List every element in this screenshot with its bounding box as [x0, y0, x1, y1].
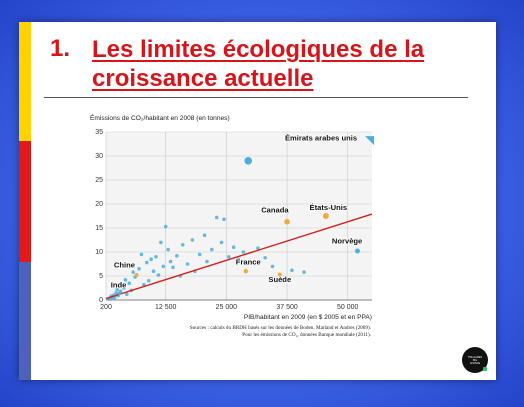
data-point — [139, 252, 144, 257]
data-point — [214, 215, 219, 220]
data-point-highlight — [284, 218, 290, 225]
country-label: France — [236, 257, 261, 266]
scatter-chart-svg: 0 5 10 15 20 25 30 35 200 12 500 25 000 37 500 50 00… — [88, 108, 398, 342]
country-label: Suède — [268, 275, 291, 284]
data-point-highlight — [354, 248, 360, 254]
data-point — [171, 265, 175, 270]
data-point — [205, 259, 209, 264]
data-point — [270, 264, 275, 269]
accent-bar-red — [19, 141, 31, 262]
x-axis-label: PIB/habitant en 2009 (en $ 2005 et en PP… — [244, 314, 372, 321]
data-point — [146, 279, 151, 283]
data-point — [122, 286, 126, 290]
data-point-highlight — [365, 136, 375, 146]
data-point — [120, 283, 124, 288]
data-point — [231, 245, 236, 249]
country-label: Émirats arabes unis — [285, 134, 357, 143]
data-point — [185, 262, 190, 266]
country-label: Chine — [114, 260, 135, 269]
data-point — [251, 260, 255, 265]
data-point — [175, 254, 179, 258]
data-point — [190, 238, 195, 242]
data-point — [236, 257, 241, 261]
data-point — [302, 270, 306, 274]
country-label: États-Unis — [310, 203, 348, 212]
data-point — [159, 240, 163, 245]
x-tick-label: 25 000 — [216, 304, 238, 311]
data-point — [161, 264, 166, 269]
data-point — [137, 267, 141, 271]
data-point — [290, 268, 294, 273]
source-note: Sources : calculs du BRDH basés sur les … — [131, 325, 371, 339]
data-point — [263, 255, 268, 260]
accent-bar-yellow — [19, 22, 31, 141]
data-point — [219, 240, 224, 245]
data-point — [256, 246, 260, 250]
data-point — [163, 224, 168, 229]
y-tick-label: 25 — [95, 177, 103, 184]
y-axis-label: Émissions de CO₂/habitant en 2008 (en to… — [90, 113, 230, 122]
data-point — [166, 247, 170, 252]
country-label: Canada — [261, 206, 289, 215]
source-line-2: Pour les émissions de CO₂, données Banqu… — [242, 332, 371, 338]
data-point — [123, 278, 128, 282]
data-point-highlight — [117, 291, 122, 296]
logo-text-3: CHANCE — [469, 361, 481, 365]
slide-number: 1. — [50, 35, 71, 62]
data-point — [241, 250, 246, 254]
data-point — [202, 233, 207, 237]
data-point — [210, 247, 214, 252]
plot-area — [106, 132, 372, 300]
y-tick-label: 30 — [95, 153, 103, 160]
title-divider — [44, 97, 468, 98]
slide-title: Les limites écologiques de la croissance… — [92, 36, 425, 92]
x-tick-label: 37 500 — [276, 304, 298, 311]
data-point — [114, 291, 118, 295]
y-tick-label: 20 — [95, 201, 103, 208]
data-point-highlight — [243, 269, 248, 274]
slide: 1. Les limites écologiques de la croissa… — [19, 22, 496, 380]
data-point — [197, 252, 202, 257]
data-point — [168, 259, 173, 264]
y-tick-label: 10 — [95, 249, 103, 256]
data-point — [227, 255, 231, 259]
source-line-1: Sources : calculs du BRDH basés sur les … — [189, 325, 371, 331]
data-point — [154, 255, 158, 259]
x-tick-label: 200 — [100, 304, 112, 311]
y-tick-label: 0 — [99, 297, 103, 304]
data-point — [115, 287, 119, 292]
co2-gdp-chart: 0 5 10 15 20 25 30 35 200 12 500 25 000 37 500 50 00… — [88, 108, 398, 342]
logo: THE GAMES BIG CHANCE — [462, 347, 488, 373]
data-point-highlight — [244, 157, 253, 165]
x-tick-label: 50 000 — [337, 304, 359, 311]
trend-line — [105, 213, 373, 300]
data-point — [156, 273, 161, 277]
data-point — [125, 292, 129, 297]
data-point-highlight — [322, 213, 329, 219]
data-point-highlight — [277, 272, 282, 277]
logo-green-mark — [483, 367, 487, 371]
data-point — [151, 269, 156, 273]
data-point — [127, 281, 132, 285]
y-tick-label: 35 — [95, 129, 103, 136]
accent-bar-blue — [19, 262, 31, 380]
y-tick-label: 15 — [95, 225, 103, 232]
data-point — [131, 270, 135, 274]
data-point — [149, 257, 153, 261]
data-point — [180, 243, 185, 247]
data-point-highlight — [134, 273, 139, 278]
logo-text-1: THE GAMES — [467, 355, 483, 359]
y-tick-label: 5 — [99, 273, 103, 280]
country-label: Inde — [111, 281, 127, 290]
data-point — [144, 260, 149, 265]
x-tick-label: 12 500 — [155, 304, 177, 311]
country-label: Norvège — [332, 236, 362, 245]
data-point — [222, 217, 226, 222]
logo-text-2: BIG — [472, 358, 478, 362]
